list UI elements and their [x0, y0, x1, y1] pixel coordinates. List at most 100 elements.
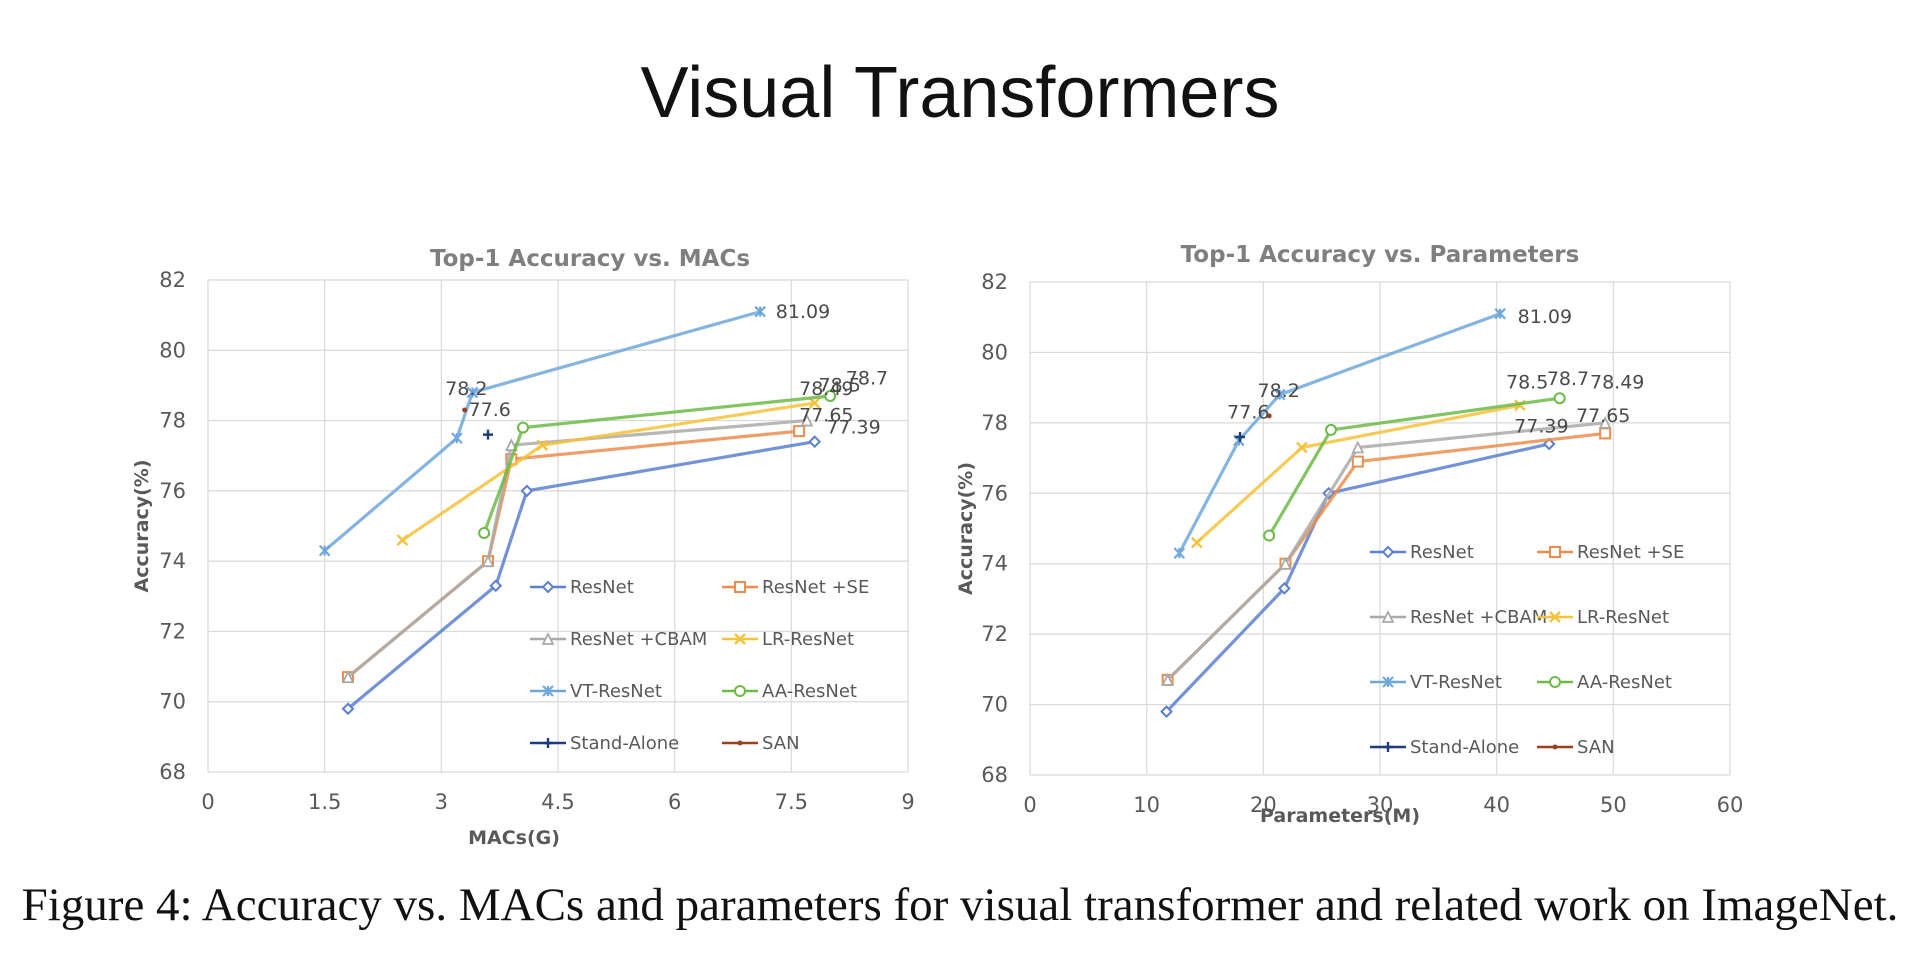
data-label: 77.39 [1514, 415, 1568, 437]
data-point-aa-resnet [1263, 529, 1276, 542]
y-tick-label: 78 [159, 409, 186, 433]
legend-label: VT-ResNet [1410, 672, 1502, 693]
x-tick-label: 9 [901, 790, 914, 814]
data-point-resnet [1160, 705, 1173, 719]
data-label: 78.5 [819, 374, 861, 396]
series-line-vt-resnet [1177, 312, 1501, 554]
data-label: 77.39 [826, 417, 880, 439]
legend-item-stand-alone: Stand-Alone [1370, 737, 1519, 758]
legend-item-resnet-se: ResNet +SE [1537, 542, 1684, 563]
data-point-resnet-cbam [341, 670, 355, 684]
y-tick-label: 80 [159, 338, 186, 362]
legend-item-resnet-se: ResNet +SE [722, 577, 869, 598]
series-resnet-cbam [1161, 415, 1612, 686]
x-tick-label: 60 [1717, 793, 1744, 817]
data-point-stand-alone [483, 429, 493, 440]
data-point-resnet-cbam [1279, 556, 1292, 570]
series-line-resnet-cbam [1166, 421, 1606, 682]
y-tick-label: 80 [981, 340, 1008, 364]
legend-marker [734, 581, 746, 593]
data-label: 77.65 [799, 404, 853, 426]
legend-item-vt-resnet: VT-ResNet [530, 681, 662, 702]
legend-label: AA-ResNet [762, 681, 857, 702]
data-point-vt-resnet [754, 305, 766, 318]
legend-label: SAN [1577, 737, 1615, 758]
data-point-resnet-cbam [1161, 672, 1175, 686]
series-stand-alone [483, 429, 493, 440]
legend-marker [1381, 545, 1395, 559]
data-point-lr-resnet [808, 397, 821, 409]
data-label: 77.65 [1576, 405, 1630, 427]
x-axis-label: MACs(G) [468, 827, 560, 849]
legend-marker [543, 738, 553, 748]
series-line-resnet [346, 440, 815, 710]
legend-label: LR-ResNet [1577, 607, 1669, 628]
data-point-resnet-se [1599, 427, 1612, 440]
x-tick-label: 0 [201, 790, 214, 814]
series-stand-alone [1235, 431, 1245, 442]
series-lr-resnet [1190, 399, 1526, 549]
legend-marker [541, 631, 555, 645]
data-point-vt-resnet [1494, 307, 1506, 320]
x-tick-label: 6 [668, 790, 681, 814]
legend-marker [1549, 546, 1561, 558]
y-tick-label: 70 [159, 690, 186, 714]
y-tick-label: 76 [981, 481, 1008, 505]
data-point-aa-resnet [824, 389, 837, 402]
data-label: 78.7 [846, 367, 888, 389]
legend-item-lr-resnet: LR-ResNet [722, 629, 854, 650]
data-label: 78.49 [799, 378, 853, 400]
series-line-resnet [1165, 442, 1550, 713]
series-san [462, 407, 468, 413]
y-tick-label: 72 [981, 622, 1008, 646]
y-tick-label: 76 [159, 479, 186, 503]
legend-label: Stand-Alone [570, 733, 679, 754]
y-tick-label: 82 [159, 268, 186, 292]
x-tick-label: 7.5 [775, 790, 808, 814]
data-point-san [462, 407, 468, 413]
legend-marker [734, 685, 746, 697]
series-aa-resnet [1263, 392, 1566, 542]
y-tick-label: 82 [981, 270, 1008, 294]
chart-title: Top-1 Accuracy vs. MACs [430, 246, 750, 272]
data-point-resnet [341, 702, 355, 716]
legend-marker [1552, 744, 1558, 750]
data-point-resnet [520, 484, 534, 498]
data-point-resnet [1277, 581, 1291, 595]
data-point-aa-resnet [1325, 423, 1337, 436]
series-lr-resnet [396, 397, 821, 546]
x-axis-label: Parameters(M) [1260, 805, 1420, 827]
series-vt-resnet [318, 305, 766, 557]
data-point-aa-resnet [478, 527, 491, 540]
data-label: 78.5 [1506, 371, 1548, 393]
chart-title: Top-1 Accuracy vs. Parameters [1181, 242, 1580, 268]
data-point-vt-resnet [466, 386, 479, 399]
series-vt-resnet [1173, 307, 1506, 559]
data-point-resnet-cbam [481, 554, 495, 568]
data-label: 78.7 [1547, 368, 1589, 390]
data-point-resnet-cbam [504, 438, 518, 452]
series-aa-resnet [478, 389, 837, 540]
legend-item-san: SAN [1537, 737, 1615, 758]
series-line-vt-resnet [323, 310, 761, 552]
y-tick-label: 68 [981, 763, 1008, 787]
data-point-resnet-se [793, 425, 806, 438]
x-tick-label: 50 [1600, 793, 1627, 817]
data-label: 78.2 [1258, 380, 1300, 402]
data-point-lr-resnet [536, 439, 549, 452]
data-point-resnet-cbam [800, 413, 814, 427]
legend-marker [1549, 676, 1561, 688]
data-point-aa-resnet [1553, 392, 1566, 405]
data-point-lr-resnet [1190, 536, 1203, 549]
legend-marker [542, 685, 554, 697]
legend-label: ResNet +CBAM [570, 629, 707, 650]
legend-item-stand-alone: Stand-Alone [530, 733, 679, 754]
y-tick-label: 70 [981, 693, 1008, 717]
x-tick-label: 10 [1133, 793, 1160, 817]
legend-marker [1381, 609, 1395, 623]
legend-item-aa-resnet: AA-ResNet [722, 681, 857, 702]
x-tick-label: 3 [435, 790, 448, 814]
data-point-san [1266, 413, 1272, 419]
data-label: 81.09 [1518, 306, 1572, 328]
